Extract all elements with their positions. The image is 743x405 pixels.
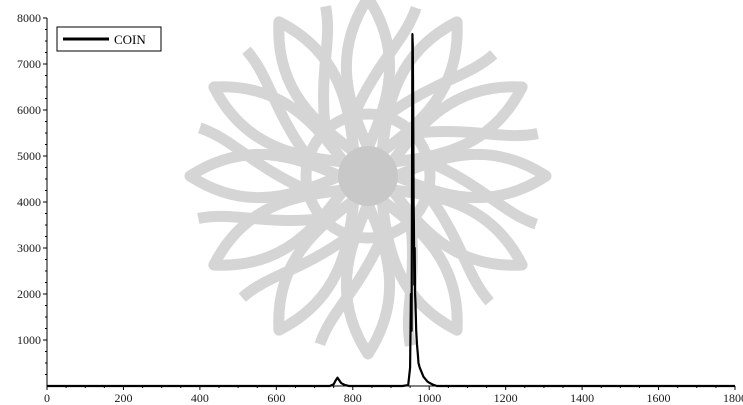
watermark-petal <box>273 194 360 336</box>
y-tick-label: 5000 <box>17 149 41 163</box>
x-tick-label: 400 <box>191 391 209 405</box>
watermark-petal <box>273 16 360 158</box>
y-tick-label: 3000 <box>17 241 41 255</box>
watermark-petal <box>386 81 528 168</box>
watermark-petal <box>340 198 396 360</box>
x-tick-label: 0 <box>44 391 50 405</box>
watermark-petal <box>386 184 528 271</box>
x-tick-label: 1000 <box>417 391 441 405</box>
y-tick-label: 6000 <box>17 103 41 117</box>
y-tick-label: 7000 <box>17 57 41 71</box>
y-tick-label: 2000 <box>17 287 41 301</box>
x-tick-label: 1200 <box>494 391 518 405</box>
y-ticks: 1000 2000 3000 4000 5000 6000 7000 8000 <box>17 11 47 375</box>
x-ticks: 0 200 400 600 800 1000 1200 1400 1600 1800 <box>44 386 743 405</box>
y-tick-label: 8000 <box>17 11 41 25</box>
watermark-petal <box>376 16 463 158</box>
y-tick-label: 1000 <box>17 333 41 347</box>
x-tick-label: 1600 <box>647 391 671 405</box>
watermark-petal <box>390 148 552 204</box>
watermark-arc <box>347 5 422 121</box>
series-line-coin <box>47 33 735 388</box>
watermark-petal <box>208 81 350 168</box>
watermark-center <box>338 146 398 206</box>
series-layer <box>47 33 735 388</box>
x-tick-label: 600 <box>267 391 285 405</box>
legend: COIN <box>56 26 162 52</box>
x-tick-label: 200 <box>114 391 132 405</box>
watermark-petal <box>208 184 350 271</box>
watermark-petal <box>376 194 463 336</box>
watermark-petal <box>184 148 346 204</box>
watermark-ring <box>300 108 436 244</box>
x-tick-label: 1800 <box>723 391 743 405</box>
x-tick-label: 800 <box>344 391 362 405</box>
watermark-rosette <box>184 0 552 360</box>
y-tick-label: 4000 <box>17 195 41 209</box>
legend-label: COIN <box>114 32 146 47</box>
x-tick-label: 1400 <box>570 391 594 405</box>
